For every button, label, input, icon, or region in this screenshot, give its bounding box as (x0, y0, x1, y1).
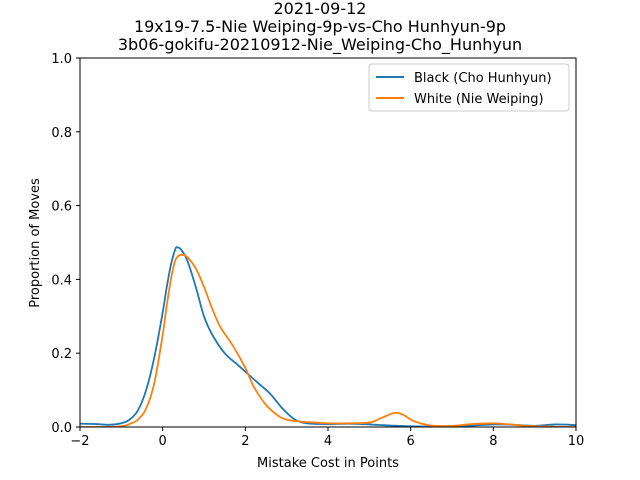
series-line-1 (80, 246, 576, 427)
y-tick-label: 0.8 (51, 126, 72, 141)
chart-title-line-1: 2021-09-12 (273, 0, 367, 18)
y-axis-label: Proportion of Moves (28, 178, 43, 308)
x-tick-label: 0 (159, 434, 167, 449)
legend-box (368, 63, 570, 112)
x-tick-label: 2 (241, 434, 249, 449)
legend-label-1: Black (Cho Hunhyun) (414, 71, 552, 86)
legend-label-2: White (Nie Weiping) (414, 92, 544, 107)
x-axis-ticks: −2 0 2 4 6 8 10 (70, 427, 584, 449)
chart-title-line-3: 3b06-gokifu-20210912-Nie_Weiping-Cho_Hun… (117, 35, 523, 54)
plot-area (79, 57, 577, 428)
x-tick-label: 6 (407, 434, 415, 449)
y-tick-label: 0.4 (51, 273, 72, 288)
y-tick-label: 0.6 (51, 200, 72, 215)
chart-title-line-2: 19x19-7.5-Nie Weiping-9p-vs-Cho Hunhyun-… (133, 17, 507, 36)
x-tick-label: −2 (70, 434, 89, 449)
y-tick-label: 0.0 (51, 421, 72, 436)
legend: Black (Cho Hunhyun) White (Nie Weiping) (368, 63, 570, 112)
y-tick-label: 1.0 (51, 52, 72, 67)
x-tick-label: 10 (568, 434, 585, 449)
x-tick-label: 4 (324, 434, 332, 449)
y-axis-ticks: 0.0 0.2 0.4 0.6 0.8 1.0 (51, 52, 80, 436)
series-line-2 (80, 253, 576, 427)
y-tick-label: 0.2 (51, 347, 72, 362)
x-axis-label: Mistake Cost in Points (257, 456, 399, 471)
x-tick-label: 8 (489, 434, 497, 449)
plot-frame (79, 57, 577, 428)
